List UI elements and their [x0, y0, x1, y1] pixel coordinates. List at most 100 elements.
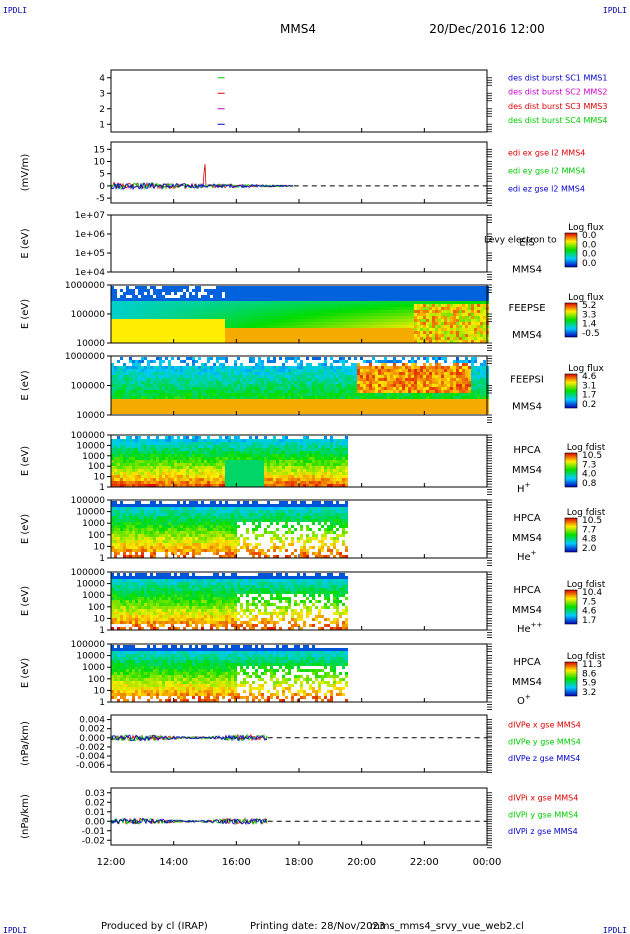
heatmap-feepse — [111, 286, 489, 343]
colorbar-tick-label: 1.7 — [582, 616, 596, 626]
y-tick-label: -0.01 — [82, 827, 105, 837]
y-tick-label: 1000 — [82, 519, 105, 529]
instrument-label: MMS4 — [512, 533, 542, 544]
colorbar — [564, 232, 578, 268]
y-tick-label: 100 — [88, 531, 105, 541]
colorbar-tick-label: 4.8 — [582, 535, 597, 545]
y-tick-label: 1 — [99, 483, 105, 493]
heatmap-hpca_he — [111, 501, 348, 558]
y-tick-label: 0.03 — [85, 789, 105, 799]
instrument-label: MMS4 — [512, 402, 542, 413]
colorbar-tick-label: 7.7 — [582, 525, 596, 535]
y-tick-label: -0.006 — [76, 761, 105, 771]
species-label: H+ — [517, 481, 531, 495]
corner-label-br: IPDLI — [603, 926, 627, 934]
series-3 — [110, 734, 268, 742]
legend-entry: des dist burst SC2 MMS2 — [508, 88, 607, 97]
legend-entry: des dist burst SC3 MMS3 — [508, 102, 607, 111]
y-tick-label: 10 — [94, 686, 106, 696]
y-tick-label: 1000 — [82, 591, 105, 601]
y-tick-label: 100000 — [71, 431, 106, 441]
y-tick-label: 0.00 — [85, 817, 105, 827]
overlay-label: Levy electron to — [484, 236, 557, 246]
legend-entry: edi ez gse l2 MMS4 — [508, 184, 585, 193]
lines-burst — [217, 77, 225, 125]
y-tick-label: 1e+04 — [75, 268, 106, 278]
species-name: H — [517, 484, 525, 495]
colorbar-tick-label: 5.2 — [582, 301, 596, 311]
y-axis-label: E (eV) — [20, 446, 31, 476]
colorbar-tick-label: 7.3 — [582, 460, 596, 470]
y-tick-label: 4 — [99, 74, 105, 84]
colorbar-title: Log flux — [568, 293, 604, 303]
colorbar-tick-label: 0.0 — [582, 259, 597, 269]
instrument-label: MMS4 — [512, 465, 542, 476]
heatmap-feepsi — [111, 357, 489, 414]
colorbar-title: Log flux — [568, 364, 604, 374]
y-axis-label: (mV/m) — [20, 154, 31, 192]
colorbar-tick-label: 1.7 — [582, 391, 596, 401]
y-tick-label: 10 — [94, 542, 106, 552]
y-tick-label: 0.004 — [79, 716, 105, 726]
legend-entry: dIVPi y gse MMS4 — [508, 810, 578, 819]
plot-frame — [110, 69, 488, 133]
y-tick-label: 100000 — [71, 496, 106, 506]
colorbar-tick-label: 10.5 — [582, 516, 602, 526]
panel-stack: 4 3 2 1 des dist burst SC1 MMS1 des dist burs… — [20, 69, 607, 849]
instrument-label: HPCA — [513, 513, 541, 524]
colorbar-tick-label: 7.5 — [582, 597, 596, 607]
y-tick-label: 100000 — [71, 310, 106, 320]
instrument-label: MMS4 — [512, 605, 542, 616]
y-tick-label: 10 — [94, 473, 106, 483]
panel-eis: 1e+07 1e+06 1e+05 1e+04 E (eV) EIS MMS4 Levy el… — [20, 211, 604, 280]
corner-label-tl: IPDLI — [3, 6, 27, 15]
colorbar-tick-label: 8.6 — [582, 669, 597, 679]
y-tick-label: 1e+05 — [75, 249, 105, 259]
y-tick-label: -0.002 — [76, 743, 105, 753]
y-tick-label: 1e+07 — [75, 211, 105, 221]
legend-entry: des dist burst SC1 MMS1 — [508, 74, 607, 83]
colorbar-tick-label: 0.0 — [582, 250, 597, 260]
species-charge: ++ — [531, 621, 543, 629]
heatmap-hpca_h — [111, 436, 348, 487]
colorbar-tick-label: 0.0 — [582, 240, 597, 250]
species-name: O — [517, 696, 525, 707]
time-tick-label: 22:00 — [410, 857, 439, 868]
y-tick-label: 10000 — [76, 580, 105, 590]
y-tick-label: 1000 — [82, 452, 105, 462]
legend-entry: dIVPi x gse MMS4 — [508, 794, 578, 803]
y-axis-label: E (eV) — [20, 299, 31, 329]
colorbar-tick-label: 11.3 — [582, 660, 602, 670]
y-tick-label: 0.01 — [85, 808, 105, 818]
legend-entry: dIVPe y gse MMS4 — [508, 737, 581, 746]
y-tick-label: 10 — [94, 158, 106, 168]
y-tick-label: 1000 — [82, 663, 105, 673]
corner-label-bl: IPDLI — [3, 926, 27, 934]
y-tick-label: 0.000 — [79, 734, 105, 744]
y-tick-label: -0.004 — [76, 752, 105, 762]
plot-title: MMS4 — [280, 22, 316, 36]
footer-produced: Produced by cl (IRAP) — [101, 921, 208, 932]
plot-date: 20/Dec/2016 12:00 — [429, 22, 545, 36]
series-3 — [110, 817, 268, 826]
y-tick-label: 10000 — [76, 652, 105, 662]
instrument-label: MMS4 — [512, 265, 542, 276]
colorbar-tick-label: 1.4 — [582, 320, 597, 330]
colorbar-title: Log fdist — [567, 443, 606, 453]
colorbar-title: Log fdist — [567, 652, 606, 662]
y-tick-label: 1000000 — [65, 281, 105, 291]
y-axis-label: E (eV) — [20, 228, 31, 258]
colorbar-tick-label: 0.8 — [582, 479, 597, 489]
legend-entry: dIVPe x gse MMS4 — [508, 721, 581, 730]
species-label: O+ — [517, 693, 531, 707]
time-axis: 12:00 14:00 16:00 18:00 20:00 22:00 00:00 — [97, 857, 502, 868]
legend-entry: dIVPe z gse MMS4 — [508, 754, 580, 763]
y-tick-label: 100000 — [71, 568, 106, 578]
instrument-label: HPCA — [513, 445, 541, 456]
legend-entry: dIVPi z gse MMS4 — [508, 827, 578, 836]
y-tick-label: 1 — [99, 120, 105, 130]
time-tick-label: 18:00 — [285, 857, 314, 868]
colorbar-tick-label: 3.1 — [582, 381, 596, 391]
y-axis-label: E (eV) — [20, 586, 31, 616]
